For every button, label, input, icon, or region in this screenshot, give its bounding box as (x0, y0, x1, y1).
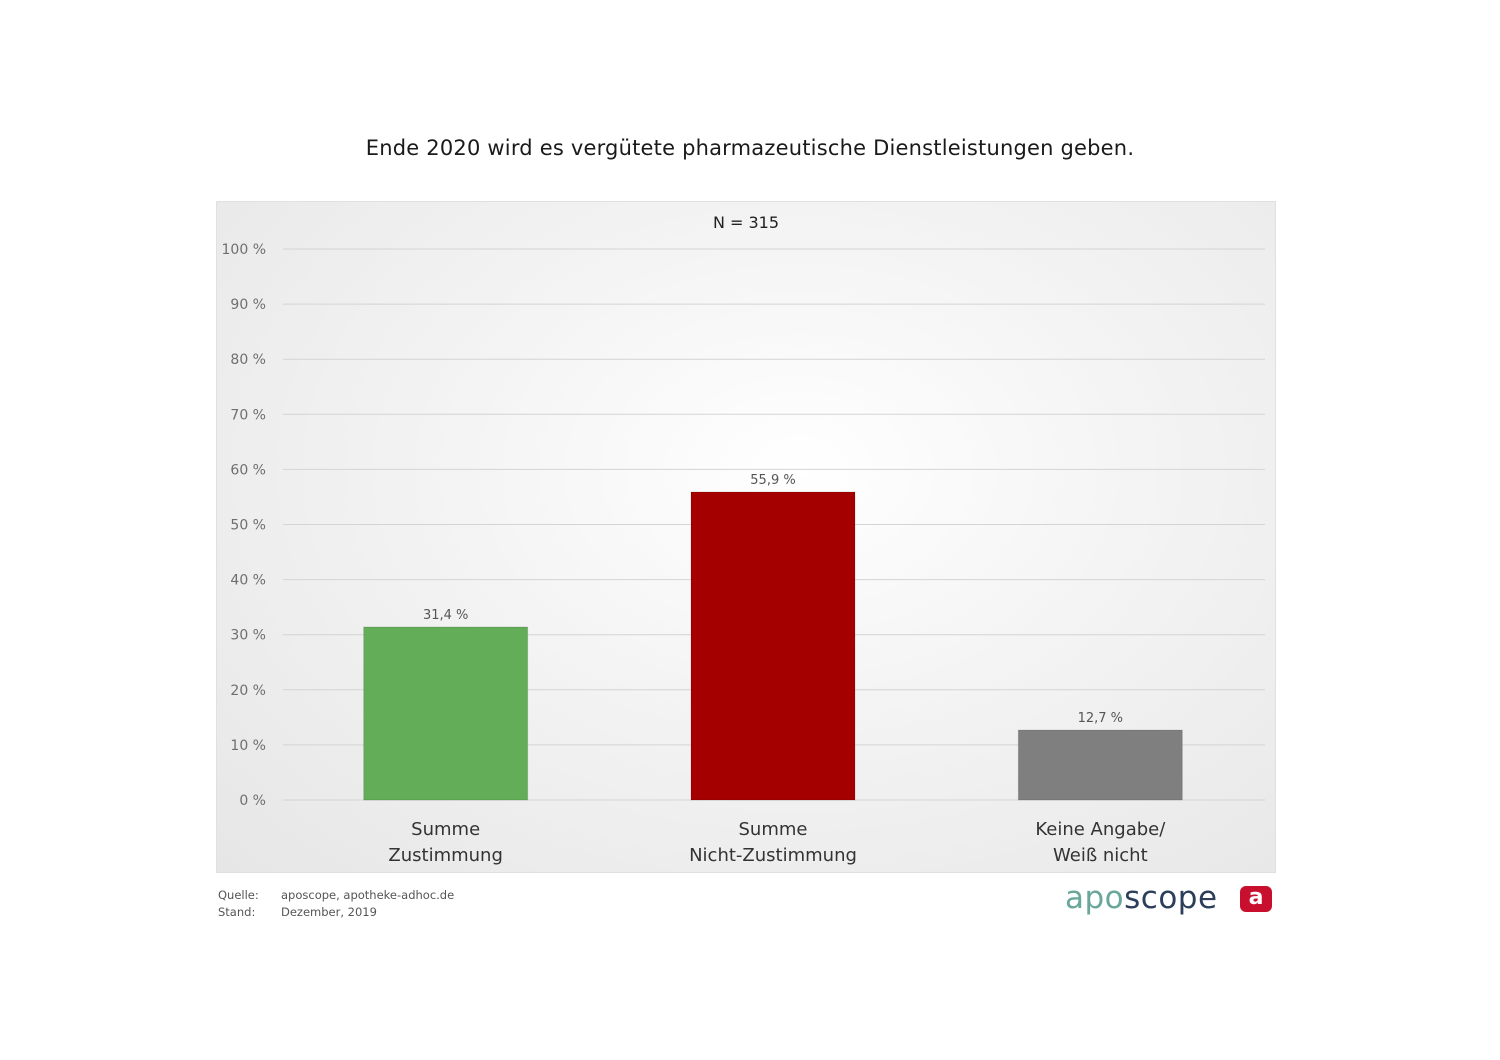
bar-value-label: 12,7 % (1078, 711, 1123, 726)
x-category-label: Nicht-Zustimmung (689, 845, 857, 866)
y-tick-label: 60 % (230, 462, 266, 478)
y-tick-label: 30 % (230, 628, 266, 644)
bar-value-label: 55,9 % (750, 473, 795, 488)
x-category-label: Zustimmung (388, 845, 503, 866)
y-tick-label: 40 % (230, 573, 266, 589)
x-category-label: Summe (411, 819, 480, 840)
apotheke-adhoc-logo-icon: a (1240, 886, 1272, 912)
bar (1017, 729, 1183, 801)
bar-chart: N = 315 0 % 10 % 20 % 30 % 40 % 50 % 60 % 70 % 80… (222, 213, 1265, 866)
y-tick-label: 50 % (230, 518, 266, 534)
date-label: Stand: (218, 905, 256, 919)
y-tick-label: 0 % (239, 793, 266, 809)
y-tick-label: 80 % (230, 352, 266, 368)
y-tick-label: 90 % (230, 297, 266, 313)
x-category-label: Summe (739, 819, 808, 840)
y-tick-label: 100 % (222, 242, 266, 258)
bar (690, 491, 856, 801)
y-tick-label: 20 % (230, 683, 266, 699)
source-label: Quelle: (218, 888, 259, 902)
x-category-label: Keine Angabe/ (1035, 819, 1166, 840)
bar (363, 626, 529, 801)
date-value: Dezember, 2019 (281, 905, 377, 919)
y-tick-label: 70 % (230, 407, 266, 423)
source-value: aposcope, apotheke-adhoc.de (281, 888, 455, 902)
y-tick-label: 10 % (230, 738, 266, 754)
x-category-label: Weiß nicht (1053, 845, 1148, 866)
chart-title: Ende 2020 wird es vergütete pharmazeutis… (365, 136, 1135, 160)
brand-part-scope: scope (1124, 880, 1218, 916)
chart-subtitle: N = 315 (713, 213, 779, 232)
bar-value-label: 31,4 % (423, 608, 468, 623)
aposcope-logo: aposcope (1065, 880, 1218, 916)
brand-part-apo: apo (1065, 880, 1125, 916)
chart-panel: N = 315 0 % 10 % 20 % 30 % 40 % 50 % 60 % 70 % 80… (216, 201, 1276, 873)
